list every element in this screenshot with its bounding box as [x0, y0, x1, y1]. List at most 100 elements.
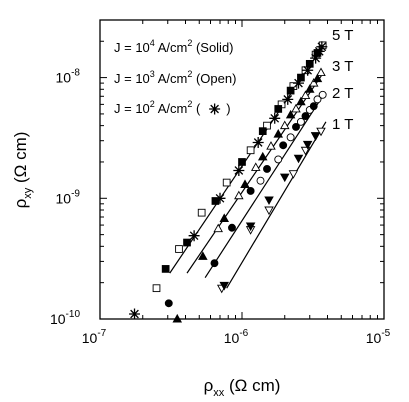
open-marker [152, 284, 161, 293]
x-axis-label-symbol: ρ [204, 376, 214, 395]
y-axis-label-subscript: xy [22, 187, 34, 199]
fit-line [226, 121, 327, 289]
solid-marker [228, 223, 236, 232]
x-tick-label: 10-7 [82, 328, 107, 346]
field-label: 3 T [332, 58, 353, 75]
star-marker [282, 93, 294, 105]
open-marker [279, 120, 290, 130]
open-marker [263, 121, 271, 130]
solid-marker [312, 73, 323, 83]
open-marker [313, 95, 322, 104]
solid-marker [246, 187, 255, 195]
star-marker [188, 230, 200, 242]
field-label: 1 T [332, 116, 353, 133]
star-marker [252, 136, 264, 148]
open-marker [318, 90, 327, 99]
solid-marker [279, 141, 288, 150]
y-axis-label-unit: (Ω cm) [11, 132, 30, 188]
legend-star-marker [209, 103, 221, 115]
open-marker [246, 146, 255, 155]
solid-marker [304, 84, 315, 93]
solid-marker [310, 132, 321, 141]
y-tick-label: 10-8 [56, 68, 81, 86]
field-label: 5 T [332, 27, 353, 44]
open-marker [256, 176, 265, 185]
solid-marker [309, 102, 318, 111]
solid-marker [302, 140, 313, 150]
open-marker [286, 133, 295, 142]
open-marker [316, 67, 326, 77]
open-marker [234, 190, 244, 200]
y-axis-label-symbol: ρ [11, 199, 30, 209]
field-labels: 5 T 3 T 2 T 1 T [332, 27, 353, 133]
open-marker [266, 141, 276, 150]
open-marker [250, 162, 261, 171]
solid-marker [273, 129, 284, 138]
legend: J = 104 A/cm2 (Solid) J = 103 A/cm2 (Open… [114, 38, 236, 116]
star-marker [310, 52, 322, 64]
solid-marker [219, 213, 230, 222]
open-marker [308, 77, 319, 87]
open-marker [288, 170, 299, 179]
data-markers [129, 41, 328, 323]
open-marker [213, 223, 223, 233]
star-marker [233, 164, 245, 176]
solid-marker [183, 238, 191, 247]
x-tick-label: 10-5 [366, 328, 391, 346]
solid-marker [211, 197, 220, 205]
solid-marker [263, 165, 271, 173]
fit-line [204, 94, 325, 278]
solid-marker [240, 179, 250, 188]
open-marker [197, 208, 206, 217]
fit-line [186, 72, 325, 274]
solid-marker [274, 105, 283, 113]
solid-marker [305, 59, 314, 68]
y-axis-label: ρxy (Ω cm) [11, 132, 34, 209]
solid-marker [198, 251, 208, 260]
field-label: 2 T [332, 85, 353, 102]
open-marker [175, 245, 183, 253]
open-marker [296, 117, 305, 126]
legend-entry: J = 104 A/cm2 (Solid) [114, 38, 234, 55]
solid-marker [301, 112, 310, 121]
solid-marker [210, 259, 219, 268]
solid-marker [279, 173, 290, 183]
star-marker [293, 77, 305, 89]
y-tick-label: 10-10 [50, 309, 80, 327]
star-marker [316, 41, 328, 53]
x-axis-label: ρxx (Ω cm) [204, 376, 281, 399]
solid-marker [264, 196, 274, 206]
solid-marker [285, 109, 296, 119]
x-axis-label-unit: (Ω cm) [224, 376, 280, 395]
star-marker [302, 64, 314, 76]
legend-entry: J = 102 A/cm2 ( ) [114, 99, 231, 116]
solid-marker [172, 313, 183, 323]
y-tick-label: 10-9 [56, 188, 81, 206]
open-marker [274, 155, 283, 164]
solid-marker [219, 281, 230, 291]
solid-marker [245, 222, 256, 232]
solid-marker [286, 86, 295, 95]
star-marker [269, 112, 281, 124]
solid-marker [258, 127, 267, 135]
star-marker [129, 308, 141, 320]
star-marker [313, 45, 325, 57]
solid-marker [257, 151, 268, 161]
tick-labels: 10-7 10-6 10-5 10-10 10-9 10-8 [50, 68, 391, 346]
solid-marker [161, 265, 170, 273]
open-marker [222, 178, 231, 187]
open-marker [291, 103, 301, 113]
x-axis-label-subscript: xx [213, 387, 225, 399]
open-marker [316, 127, 326, 137]
star-marker [214, 192, 226, 204]
solid-marker [296, 96, 306, 106]
solid-marker [292, 123, 300, 131]
axis-ticks [99, 20, 385, 320]
solid-marker [238, 158, 246, 166]
open-marker [264, 206, 274, 216]
solid-marker [293, 154, 304, 164]
legend-entry: J = 103 A/cm2 (Open) [114, 69, 236, 86]
solid-marker [164, 299, 173, 308]
open-marker [300, 90, 311, 99]
